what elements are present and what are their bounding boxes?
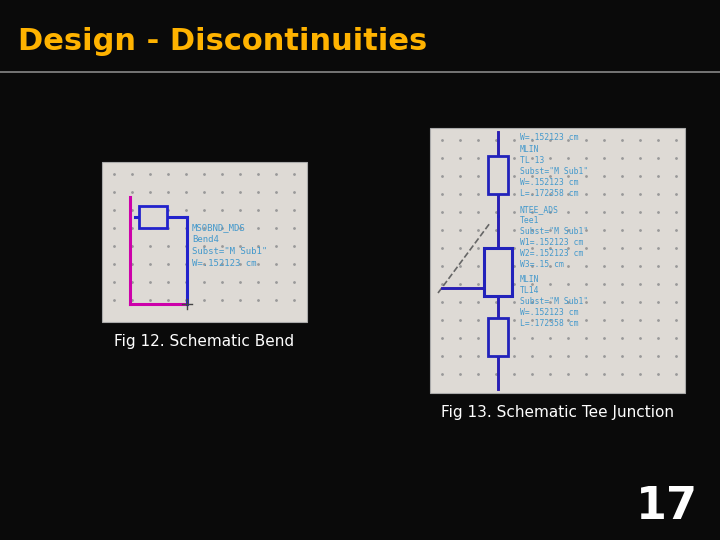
Text: W=.152123 cm: W=.152123 cm xyxy=(520,178,578,187)
Text: TL 13: TL 13 xyxy=(520,156,544,165)
Text: Fig 13. Schematic Tee Junction: Fig 13. Schematic Tee Junction xyxy=(441,405,674,420)
Bar xyxy=(488,318,508,356)
Bar xyxy=(484,248,512,296)
Text: MSOBND_MDS: MSOBND_MDS xyxy=(192,223,246,232)
Text: W=.152123 cm: W=.152123 cm xyxy=(192,259,256,268)
Text: Subst="M Sub1": Subst="M Sub1" xyxy=(192,247,267,256)
Text: Subst="M Sub1": Subst="M Sub1" xyxy=(520,297,588,306)
Bar xyxy=(488,156,508,194)
Bar xyxy=(430,128,685,393)
Text: Fig 12. Schematic Bend: Fig 12. Schematic Bend xyxy=(114,334,294,349)
Text: W1=.152123 cm: W1=.152123 cm xyxy=(520,238,583,247)
Text: Tee1: Tee1 xyxy=(520,216,539,225)
Bar xyxy=(139,206,167,228)
Text: Subst="M Sub1": Subst="M Sub1" xyxy=(520,167,588,176)
Text: W=.152123 cm: W=.152123 cm xyxy=(520,133,578,142)
Text: Bend4: Bend4 xyxy=(192,235,219,244)
Text: W3=.15 cm: W3=.15 cm xyxy=(520,260,564,269)
Text: L=.172358 cm: L=.172358 cm xyxy=(520,189,578,198)
Bar xyxy=(102,162,307,322)
Text: MLIN: MLIN xyxy=(520,145,539,154)
Text: L=.172358 cm: L=.172358 cm xyxy=(520,319,578,328)
Text: Subst="M Sub1": Subst="M Sub1" xyxy=(520,227,588,236)
Text: Design - Discontinuities: Design - Discontinuities xyxy=(18,28,427,57)
Text: TL14: TL14 xyxy=(520,286,539,295)
Text: W=.152123 cm: W=.152123 cm xyxy=(520,308,578,317)
Text: 17: 17 xyxy=(636,485,698,528)
Text: MLIN: MLIN xyxy=(520,275,539,284)
Text: NTEE_ADS: NTEE_ADS xyxy=(520,205,559,214)
Text: W2=.152123 cm: W2=.152123 cm xyxy=(520,249,583,258)
